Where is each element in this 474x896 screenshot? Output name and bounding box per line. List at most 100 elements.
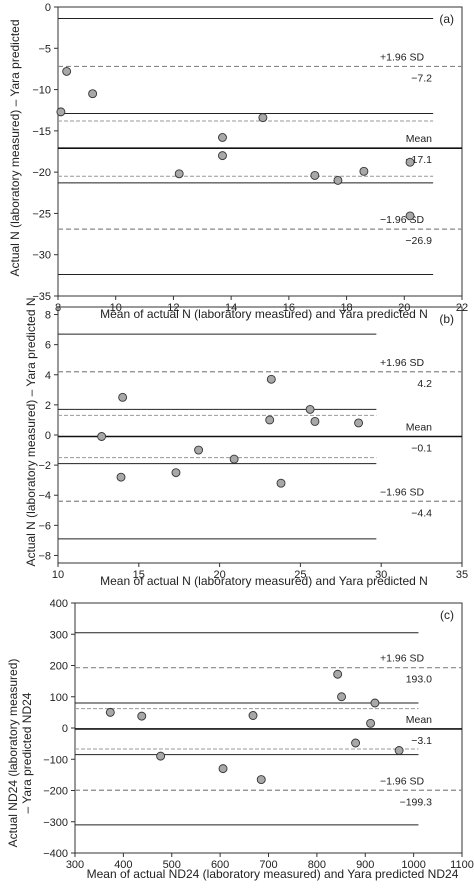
upper-loa-label: +1.96 SD <box>380 357 424 369</box>
x-axis-label: Mean of actual N (laboratory measured) a… <box>100 574 428 588</box>
x-tick-label: 16 <box>283 302 295 314</box>
lower-loa-label: −1.96 SD <box>380 486 424 498</box>
x-tick-label: 18 <box>340 302 352 314</box>
x-tick-label: 12 <box>167 302 179 314</box>
y-tick-label: −35 <box>32 291 51 303</box>
data-point <box>256 775 266 785</box>
y-tick-label: −20 <box>32 167 51 179</box>
x-tick-label: 20 <box>213 569 225 581</box>
y-axis-label: Actual ND24 (laboratory measured)– Yara … <box>6 659 34 848</box>
y-tick-label: 6 <box>45 340 51 352</box>
upper-loa-label: +1.96 SD <box>380 51 424 63</box>
x-axis-label: Mean of actual ND24 (laboratory measured… <box>87 867 459 881</box>
y-tick-label: −2 <box>38 460 51 472</box>
data-point <box>333 669 343 679</box>
x-tick-label: 1100 <box>450 859 474 871</box>
x-tick-label: 35 <box>456 569 468 581</box>
data-point <box>258 113 268 123</box>
mean-label: Mean <box>406 422 432 434</box>
data-point <box>174 169 184 179</box>
y-tick-label: 0 <box>62 723 68 735</box>
data-point <box>156 751 166 761</box>
data-point <box>56 107 66 117</box>
plot-frame-3 <box>74 602 463 854</box>
data-point <box>62 66 72 76</box>
y-tick-label: −30 <box>32 250 51 262</box>
x-tick-label: 15 <box>133 569 145 581</box>
mean-label: Mean <box>406 714 432 726</box>
data-point <box>218 764 228 774</box>
upper-loa-value: −7.2 <box>411 72 432 84</box>
data-point <box>265 415 275 425</box>
mean-value: −0.1 <box>411 443 432 455</box>
y-tick-label: −5 <box>38 43 51 55</box>
upper-loa-value: 4.2 <box>417 378 432 390</box>
y-axis-middle-label: Actual N (laboratory measured) – Yara pr… <box>24 297 38 566</box>
y-tick-label: 400 <box>50 598 68 610</box>
data-point <box>266 374 276 384</box>
y-tick-label: 4 <box>45 370 51 382</box>
y-tick-label: −300 <box>43 817 68 829</box>
y-tick-label: −400 <box>43 848 68 860</box>
panel-label: (c) <box>440 608 454 622</box>
y-tick-label: 8 <box>45 310 51 322</box>
y-tick-label: 200 <box>50 661 68 673</box>
x-tick-label: 800 <box>308 859 326 871</box>
lower-loa-value: −26.9 <box>405 235 432 247</box>
y-tick-label: 0 <box>45 430 51 442</box>
data-point <box>116 472 126 482</box>
upper-loa-label: +1.96 SD <box>380 653 424 665</box>
x-tick-label: 20 <box>398 302 410 314</box>
x-tick-label: 400 <box>114 859 132 871</box>
y-tick-label: −25 <box>32 208 51 220</box>
data-point <box>310 416 320 426</box>
y-tick-label: −100 <box>43 754 68 766</box>
x-tick-label: 25 <box>294 569 306 581</box>
y-tick-label: −15 <box>32 126 51 138</box>
data-point <box>118 392 128 402</box>
x-tick-label: 300 <box>66 859 84 871</box>
y-axis-top-label: Actual N (laboratory measured) – Yara pr… <box>8 19 22 276</box>
panel-label: (a) <box>439 12 454 26</box>
x-tick-label: 700 <box>259 859 277 871</box>
data-point <box>171 468 181 478</box>
data-point <box>305 404 315 414</box>
lower-loa-value: −199.3 <box>400 796 433 808</box>
data-point <box>366 718 376 728</box>
lower-loa-value: −4.4 <box>411 507 432 519</box>
data-point <box>218 151 227 161</box>
y-tick-label: −200 <box>43 786 68 798</box>
data-point <box>88 89 98 99</box>
y-tick-label: −10 <box>32 85 51 97</box>
plot-frame-1 <box>57 6 463 297</box>
x-tick-label: 14 <box>225 302 237 314</box>
mean-label: Mean <box>406 133 432 145</box>
data-point <box>310 170 320 180</box>
y-tick-label: 300 <box>50 629 68 641</box>
data-point <box>137 711 147 721</box>
data-point <box>218 133 227 142</box>
lower-loa-label: −1.96 SD <box>380 775 424 787</box>
y-tick-label: 0 <box>45 2 51 14</box>
data-point <box>276 478 286 488</box>
data-point <box>351 738 361 748</box>
data-point <box>97 432 107 441</box>
x-tick-label: 1000 <box>401 859 425 871</box>
y-tick-label: −8 <box>38 550 51 562</box>
data-point <box>194 445 204 455</box>
data-point <box>405 157 415 167</box>
upper-loa-value: 193.0 <box>406 674 432 686</box>
y-tick-label: 100 <box>50 692 68 704</box>
data-point <box>229 454 239 464</box>
data-point <box>405 211 415 221</box>
data-point <box>248 711 258 720</box>
data-point <box>354 418 364 428</box>
y-axis-label-line-1: Actual ND24 (laboratory measured) <box>6 659 20 848</box>
y-axis-label-line-2: – Yara predicted ND24 <box>20 692 34 813</box>
lower-loa-label: −1.96 SD <box>380 214 424 226</box>
mean-value: −3.1 <box>411 735 432 747</box>
y-tick-label: −4 <box>38 490 51 502</box>
x-tick-label: 10 <box>52 569 64 581</box>
x-tick-label: 900 <box>356 859 374 871</box>
